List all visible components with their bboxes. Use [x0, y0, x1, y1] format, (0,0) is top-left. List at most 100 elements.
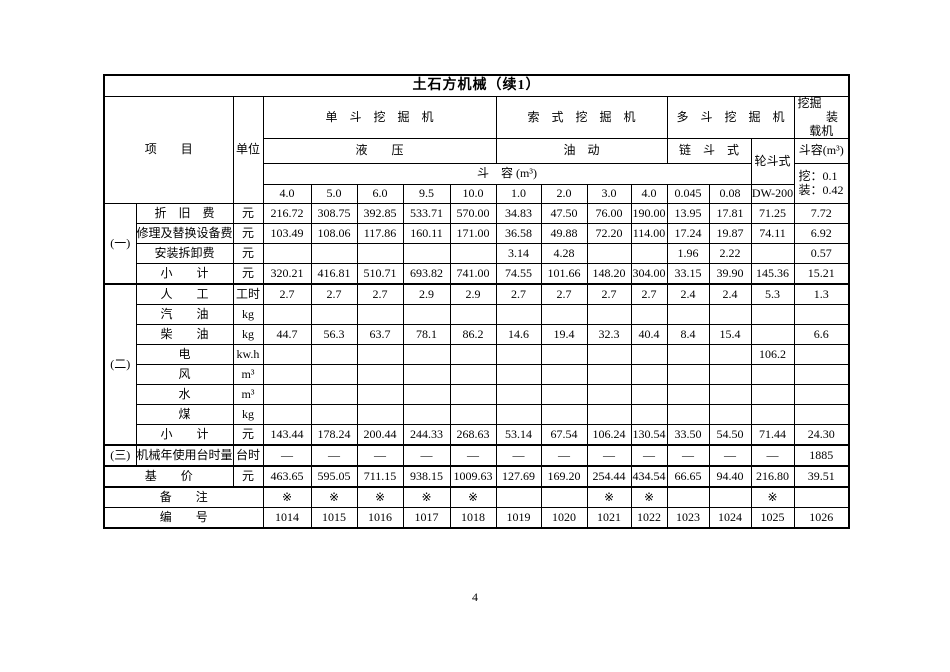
value-cell [708, 404, 752, 426]
section-label: (三) [103, 444, 137, 467]
value-cell [586, 384, 632, 406]
value-cell [495, 304, 542, 326]
value-cell: 1022 [630, 507, 668, 529]
value-cell: 101.66 [540, 263, 588, 285]
value-cell: 533.71 [402, 203, 451, 225]
unit-cell: kg [232, 404, 264, 426]
value-cell: 145.36 [750, 263, 795, 285]
value-cell: 711.15 [356, 465, 404, 488]
value-cell: 56.3 [310, 324, 358, 346]
value-cell: 40.4 [630, 324, 668, 346]
value-cell: 17.81 [708, 203, 752, 225]
value-cell: 5.3 [750, 283, 795, 306]
value-cell: 2.7 [540, 283, 588, 306]
value-cell [708, 344, 752, 366]
table-row: 基 价元 463.65 595.05 711.15 938.15 1009.63 127.6… [103, 465, 850, 488]
row-label: 煤 [135, 404, 234, 426]
unit-cell: m³ [232, 364, 264, 386]
value-cell [666, 384, 710, 406]
value-cell [356, 304, 404, 326]
value-cell: 36.58 [495, 223, 542, 245]
capacity-header-cell: 6.0 [356, 184, 404, 205]
value-cell: 47.50 [540, 203, 588, 225]
value-cell [708, 384, 752, 406]
table-row: (三) 机械年使用台时量 台时 — — — — — — — — — — — —1885 [103, 444, 850, 467]
value-cell [495, 404, 542, 426]
value-cell [310, 404, 358, 426]
value-cell [310, 384, 358, 406]
value-cell: 1024 [708, 507, 752, 529]
value-cell: 1025 [750, 507, 795, 529]
value-cell: 143.44 [262, 424, 312, 446]
value-cell: 693.82 [402, 263, 451, 285]
value-cell: 2.4 [666, 283, 710, 306]
unit-cell: 元 [232, 203, 264, 225]
value-cell: 106.24 [586, 424, 632, 446]
value-cell [449, 364, 497, 386]
unit-cell: 台时 [232, 444, 264, 467]
value-cell [708, 304, 752, 326]
value-cell [402, 344, 451, 366]
value-cell: 1885 [793, 444, 850, 467]
value-cell: 741.00 [449, 263, 497, 285]
table-row: 小 计元 320.21 416.81 510.71 693.82 741.00 74.55 1… [104, 263, 850, 285]
value-cell: 1023 [666, 507, 710, 529]
row-label: 柴 油 [135, 324, 234, 346]
value-cell [708, 364, 752, 386]
value-cell: — [540, 444, 588, 467]
value-cell: 2.7 [495, 283, 542, 306]
value-cell [666, 486, 710, 509]
value-cell: 1.3 [793, 283, 850, 306]
value-cell: 13.95 [666, 203, 710, 225]
value-cell: 24.30 [793, 424, 850, 446]
loader-capacity-values: 挖：0.1 装：0.42 [793, 163, 850, 205]
value-cell: 32.3 [586, 324, 632, 346]
value-cell [402, 364, 451, 386]
row-label: 人 工 [135, 283, 234, 306]
loader-label-line2: 装 [825, 109, 838, 124]
value-cell: 0.57 [793, 243, 850, 265]
value-cell [262, 384, 312, 406]
value-cell: 595.05 [310, 465, 358, 488]
value-cell [495, 344, 542, 366]
value-cell [666, 344, 710, 366]
value-cell [750, 324, 795, 346]
table-row: (二) 人 工工时 2.7 2.7 2.7 2.9 2.9 2.7 2.7 2.7 2.7 2.4 2.… [103, 283, 850, 446]
header-sub-loader-capacity: 斗容(m³) [793, 138, 850, 165]
value-cell: — [310, 444, 358, 467]
value-cell [449, 404, 497, 426]
value-cell [402, 304, 451, 326]
unit-cell: 元 [232, 465, 264, 488]
value-cell [356, 364, 404, 386]
table-title: 土石方机械（续1） [103, 74, 850, 97]
value-cell: 8.4 [666, 324, 710, 346]
value-cell: 1016 [356, 507, 404, 529]
header-group-multi-bucket-excavator: 多 斗 挖 掘 机 [666, 95, 795, 140]
value-cell: 106.2 [750, 344, 795, 366]
table-row: 风 m³ [104, 364, 850, 386]
loader-label-line3: 载机 [809, 123, 834, 138]
value-cell: 117.86 [356, 223, 404, 245]
header-group-single-bucket-excavator: 单 斗 挖 掘 机 [262, 95, 497, 140]
value-cell [586, 243, 632, 265]
value-cell: 2.7 [356, 283, 404, 306]
value-cell: 268.63 [449, 424, 497, 446]
value-cell: 6.92 [793, 223, 850, 245]
value-cell [630, 304, 668, 326]
value-cell: 17.24 [666, 223, 710, 245]
value-cell [449, 344, 497, 366]
value-cell: 190.00 [630, 203, 668, 225]
table-row: 汽 油 kg [104, 304, 850, 326]
value-cell: 34.83 [495, 203, 542, 225]
value-cell: 1019 [495, 507, 542, 529]
unit-cell: m³ [232, 384, 264, 406]
value-cell [750, 384, 795, 406]
value-cell: 39.51 [793, 465, 850, 488]
value-cell: 463.65 [262, 465, 312, 488]
value-cell [495, 364, 542, 386]
unit-cell: 元 [232, 424, 264, 446]
value-cell [586, 404, 632, 426]
value-cell: 74.11 [750, 223, 795, 245]
value-cell: 1020 [540, 507, 588, 529]
